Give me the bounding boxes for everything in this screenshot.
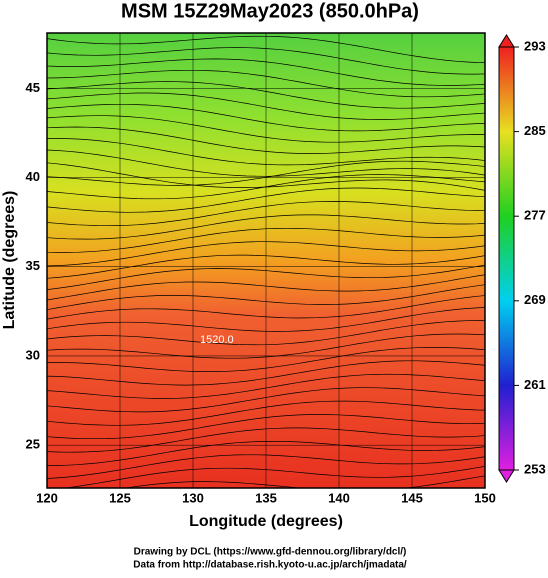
colorbar (498, 46, 515, 471)
colorbar-bottom-arrow (498, 469, 515, 483)
colorbar-tick-label: 261 (524, 377, 546, 392)
footer-line: Drawing by DCL (https://www.gfd-dennou.o… (134, 547, 407, 558)
contour-label: 1520.0 (200, 334, 234, 346)
colorbar-tick-label: 269 (524, 292, 546, 307)
colorbar-tick-label: 285 (524, 123, 546, 138)
x-tick-label: 150 (474, 490, 496, 505)
y-tick-label: 35 (26, 258, 40, 273)
y-tick-label: 40 (26, 169, 40, 184)
x-axis-label: Longitude (degrees) (189, 513, 343, 530)
x-tick-label: 120 (36, 490, 58, 505)
footer-line: Data from http://database.rish.kyoto-u.a… (133, 560, 407, 571)
x-tick-label: 125 (109, 490, 131, 505)
colorbar-tick-label: 293 (524, 38, 546, 53)
y-tick-label: 45 (26, 80, 40, 95)
title: MSM 15Z29May2023 (850.0hPa) (121, 0, 419, 22)
x-tick-label: 145 (401, 490, 423, 505)
x-tick-label: 130 (182, 490, 204, 505)
colorbar-tick-label: 253 (524, 461, 546, 476)
x-tick-label: 135 (255, 490, 277, 505)
y-tick-label: 30 (26, 347, 40, 362)
colorbar-tick-label: 277 (524, 208, 546, 223)
y-tick-label: 25 (26, 437, 40, 452)
plot-frame (46, 32, 486, 489)
y-axis-label: Latitude (degrees) (1, 191, 18, 330)
colorbar-top-arrow (498, 34, 515, 48)
x-tick-label: 140 (328, 490, 350, 505)
